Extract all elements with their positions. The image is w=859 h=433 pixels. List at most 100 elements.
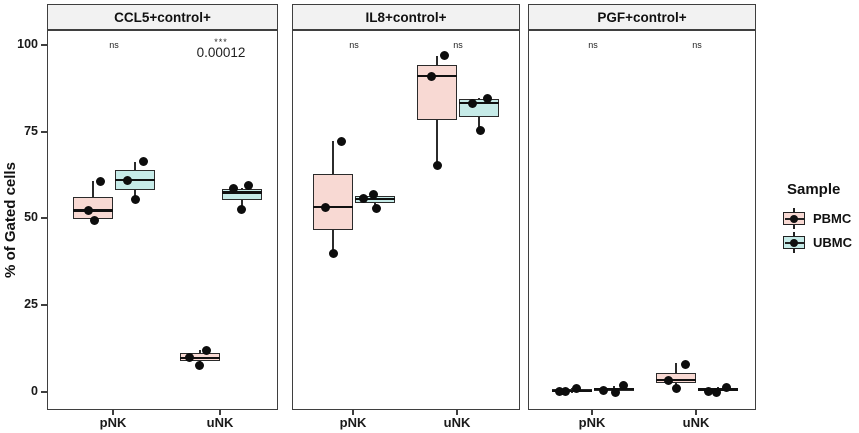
x-tick-mark	[456, 410, 458, 415]
y-tick-mark	[41, 44, 47, 46]
whisker-bottom	[241, 200, 243, 209]
x-tick-mark	[112, 410, 114, 415]
ns-label: ns	[109, 40, 119, 50]
whisker-top	[478, 97, 480, 100]
facet-panel: ns *** 0.00012	[47, 30, 278, 410]
median-line	[115, 178, 155, 182]
legend-key-pbmc	[782, 208, 806, 229]
median-line	[73, 209, 113, 212]
legend-key-ubmc	[782, 232, 806, 253]
data-point	[482, 93, 492, 103]
data-point	[138, 156, 148, 166]
legend-title: Sample	[787, 181, 841, 198]
median-line	[417, 74, 457, 78]
facet-strip: CCL5+control+	[47, 4, 278, 30]
whisker-bottom	[478, 117, 480, 131]
data-point	[371, 203, 381, 213]
whisker-top	[241, 188, 243, 189]
median-line	[313, 205, 353, 209]
data-point	[703, 386, 713, 396]
x-tick-label: pNK	[99, 415, 127, 430]
whisker-bottom	[332, 229, 334, 254]
median-line	[656, 378, 696, 382]
data-point	[671, 383, 681, 393]
whisker-top	[613, 385, 615, 388]
x-tick-label: pNK	[578, 415, 606, 430]
x-tick-mark	[352, 410, 354, 415]
data-point	[439, 50, 449, 60]
x-tick-label: uNK	[682, 415, 710, 430]
median-line	[459, 101, 499, 105]
data-point	[467, 99, 477, 109]
boxplot-box-pbmc	[313, 174, 353, 230]
data-point	[560, 386, 570, 396]
ns-label: ns	[588, 40, 598, 50]
data-point	[122, 175, 132, 185]
y-tick-label: 100	[17, 37, 38, 51]
facet-strip: PGF+control+	[528, 4, 756, 30]
data-point	[89, 216, 99, 226]
data-point	[618, 381, 628, 391]
data-point	[358, 193, 368, 203]
y-tick-label: 0	[31, 383, 38, 398]
y-tick-mark	[41, 217, 47, 220]
data-point	[336, 136, 346, 146]
whisker-top	[134, 162, 136, 170]
facet-panel: ns ns	[292, 30, 520, 410]
y-tick-mark	[41, 303, 47, 306]
legend-item-ubmc: UBMC	[782, 232, 852, 253]
median-line	[222, 191, 262, 194]
legend-label: UBMC	[813, 235, 852, 250]
x-tick-mark	[591, 410, 593, 415]
data-point	[475, 126, 485, 136]
data-point	[328, 249, 338, 259]
p-value-label: 0.00012	[196, 45, 246, 60]
data-point	[610, 387, 620, 397]
data-point	[194, 360, 204, 370]
key-dot	[790, 214, 798, 223]
key-dot	[790, 238, 798, 247]
data-point	[426, 71, 436, 81]
boxplot-box-pbmc	[656, 372, 696, 383]
facet-strip: IL8+control+	[292, 4, 520, 30]
ns-label: ns	[692, 40, 702, 50]
median-line	[180, 356, 220, 360]
data-point	[95, 177, 105, 187]
data-point	[243, 181, 253, 191]
boxplot-box-pbmc	[417, 65, 457, 121]
data-point	[201, 345, 211, 355]
boxplot-box-ubmc	[222, 188, 262, 201]
y-tick-mark	[41, 130, 47, 133]
legend-label: PBMC	[813, 211, 852, 226]
data-point	[598, 385, 608, 395]
facet-panel: ns ns	[528, 30, 756, 410]
whisker-top	[332, 141, 334, 175]
x-tick-label: uNK	[206, 415, 234, 430]
data-point	[320, 203, 330, 213]
data-point	[711, 387, 721, 397]
whisker-top	[717, 386, 719, 388]
data-point	[571, 383, 581, 393]
x-tick-mark	[219, 410, 221, 415]
whisker-bottom	[436, 120, 438, 166]
x-tick-label: uNK	[443, 415, 471, 430]
y-tick-label: 50	[24, 210, 38, 225]
data-point	[721, 383, 731, 393]
data-point	[432, 161, 442, 171]
x-tick-label: pNK	[339, 415, 367, 430]
x-tick-mark	[695, 410, 697, 415]
data-point	[236, 204, 246, 214]
whisker-top	[92, 181, 94, 197]
whisker-top	[436, 56, 438, 66]
data-point	[554, 387, 564, 397]
median-line	[355, 197, 395, 201]
whisker-bottom	[134, 189, 136, 201]
data-point	[680, 359, 690, 369]
data-point	[184, 353, 194, 363]
whisker-top	[675, 363, 677, 373]
data-point	[368, 190, 378, 200]
data-point	[130, 195, 140, 205]
ns-label: ns	[349, 40, 359, 50]
data-point	[663, 375, 673, 385]
